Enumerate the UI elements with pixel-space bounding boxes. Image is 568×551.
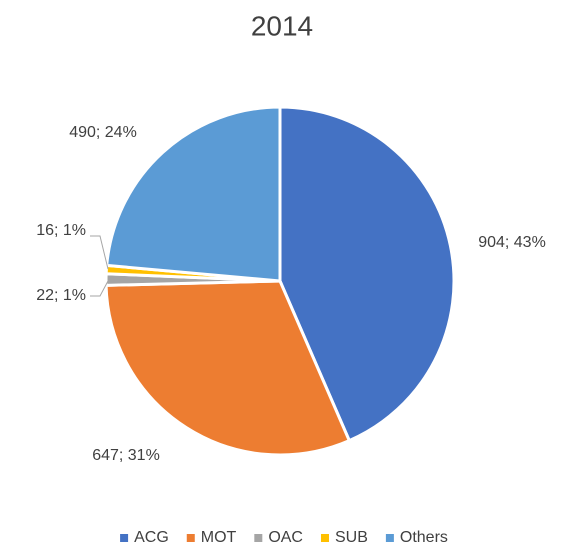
chart-title: 2014: [251, 10, 313, 41]
data-label: 16; 1%: [36, 222, 86, 239]
legend-label: OAC: [268, 529, 303, 546]
legend-label: ACG: [134, 529, 169, 546]
data-label: 904; 43%: [478, 234, 546, 251]
leader-line: [90, 235, 109, 270]
legend-label: SUB: [335, 529, 368, 546]
pie-slice: [104, 279, 352, 457]
data-label: 22; 1%: [36, 287, 86, 304]
leader-line: [90, 280, 109, 297]
legend-swatch: [254, 534, 263, 542]
pie-slice: [105, 105, 282, 283]
legend-swatch: [120, 534, 129, 542]
data-label: 490; 24%: [69, 124, 137, 141]
data-label: 647; 31%: [92, 447, 160, 464]
legend-swatch: [186, 534, 195, 542]
legend-label: MOT: [201, 529, 237, 546]
legend-swatch: [385, 534, 394, 542]
pie-slice: [278, 105, 456, 443]
legend-swatch: [320, 534, 329, 542]
legend-label: Others: [400, 529, 448, 546]
